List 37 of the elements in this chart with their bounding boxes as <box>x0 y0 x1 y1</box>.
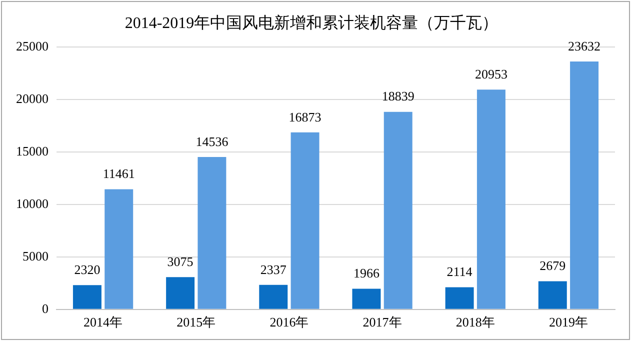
x-tick-label: 2015年 <box>176 314 216 330</box>
y-tick-label: 10000 <box>16 196 48 211</box>
bar <box>198 156 226 309</box>
bar <box>352 288 381 309</box>
bar <box>476 90 506 309</box>
data-label: 2679 <box>540 258 566 274</box>
bar <box>570 62 599 309</box>
bar <box>72 285 102 309</box>
x-tick-label: 2017年 <box>362 314 402 330</box>
data-label: 1966 <box>353 266 380 281</box>
bar <box>259 284 288 309</box>
y-tick-label: 0 <box>42 300 48 316</box>
bar <box>290 132 320 309</box>
y-tick-label: 25000 <box>16 38 48 54</box>
data-label: 2320 <box>74 262 100 277</box>
data-label: 16873 <box>288 109 322 124</box>
chart-title: 2014-2019年中国风电新增和累计装机容量（万千瓦） <box>124 14 498 32</box>
x-tick-label: 2019年 <box>548 314 588 330</box>
data-label: 23632 <box>568 38 601 54</box>
y-tick-label: 5000 <box>22 248 48 264</box>
data-label: 11461 <box>102 166 135 182</box>
data-label: 18839 <box>382 88 414 104</box>
bar <box>166 277 195 309</box>
data-label: 14536 <box>196 134 229 149</box>
bar <box>104 189 134 309</box>
data-label: 2114 <box>446 264 473 280</box>
bar <box>445 287 474 309</box>
bar <box>384 112 412 309</box>
data-label: 2337 <box>260 262 287 277</box>
x-tick-label: 2016年 <box>270 314 309 330</box>
data-label: 20953 <box>474 66 508 82</box>
bar <box>538 281 567 309</box>
y-tick-label: 20000 <box>16 91 48 106</box>
data-label: 3075 <box>167 254 194 270</box>
y-tick-label: 15000 <box>16 144 48 158</box>
x-tick-label: 2018年 <box>456 314 495 330</box>
x-tick-label: 2014年 <box>84 314 123 330</box>
